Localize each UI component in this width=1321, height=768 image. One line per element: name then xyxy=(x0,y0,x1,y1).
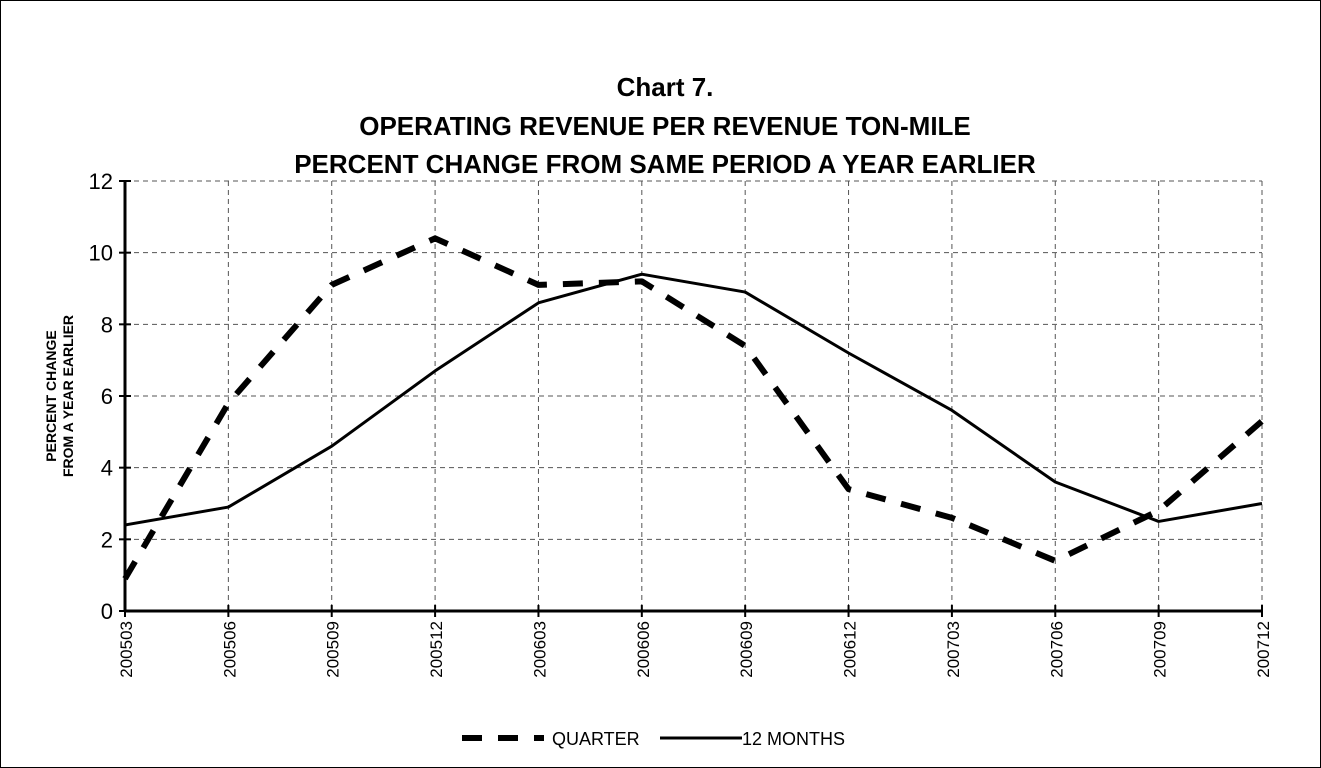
x-tick-label: 200709 xyxy=(1151,621,1170,678)
y-tick-label: 12 xyxy=(89,169,113,194)
x-tick-label: 200606 xyxy=(634,621,653,678)
x-tick-label: 200703 xyxy=(944,621,963,678)
x-tick-label: 200612 xyxy=(841,621,860,678)
y-tick-label: 2 xyxy=(101,527,113,552)
y-axis-label: FROM A YEAR EARLIER xyxy=(60,315,76,477)
x-tick-label: 200503 xyxy=(117,621,136,678)
x-tick-label: 200509 xyxy=(324,621,343,678)
chart-title: OPERATING REVENUE PER REVENUE TON-MILE xyxy=(359,111,971,141)
x-tick-label: 200512 xyxy=(427,621,446,678)
y-axis-label: PERCENT CHANGE xyxy=(43,330,59,461)
x-tick-label: 200712 xyxy=(1254,621,1273,678)
y-tick-label: 10 xyxy=(89,241,113,266)
legend-label: 12 MONTHS xyxy=(742,729,845,749)
legend-label: QUARTER xyxy=(552,729,640,749)
y-tick-label: 4 xyxy=(101,456,113,481)
x-tick-label: 200603 xyxy=(530,621,549,678)
y-tick-label: 8 xyxy=(101,312,113,337)
x-tick-label: 200609 xyxy=(737,621,756,678)
series-line xyxy=(122,235,1264,581)
y-tick-label: 0 xyxy=(101,599,113,624)
chart-title: Chart 7. xyxy=(617,72,714,102)
x-tick-label: 200506 xyxy=(220,621,239,678)
x-tick-label: 200706 xyxy=(1047,621,1066,678)
y-tick-label: 6 xyxy=(101,384,113,409)
series-line xyxy=(124,272,1263,527)
chart-title: PERCENT CHANGE FROM SAME PERIOD A YEAR E… xyxy=(294,149,1036,179)
